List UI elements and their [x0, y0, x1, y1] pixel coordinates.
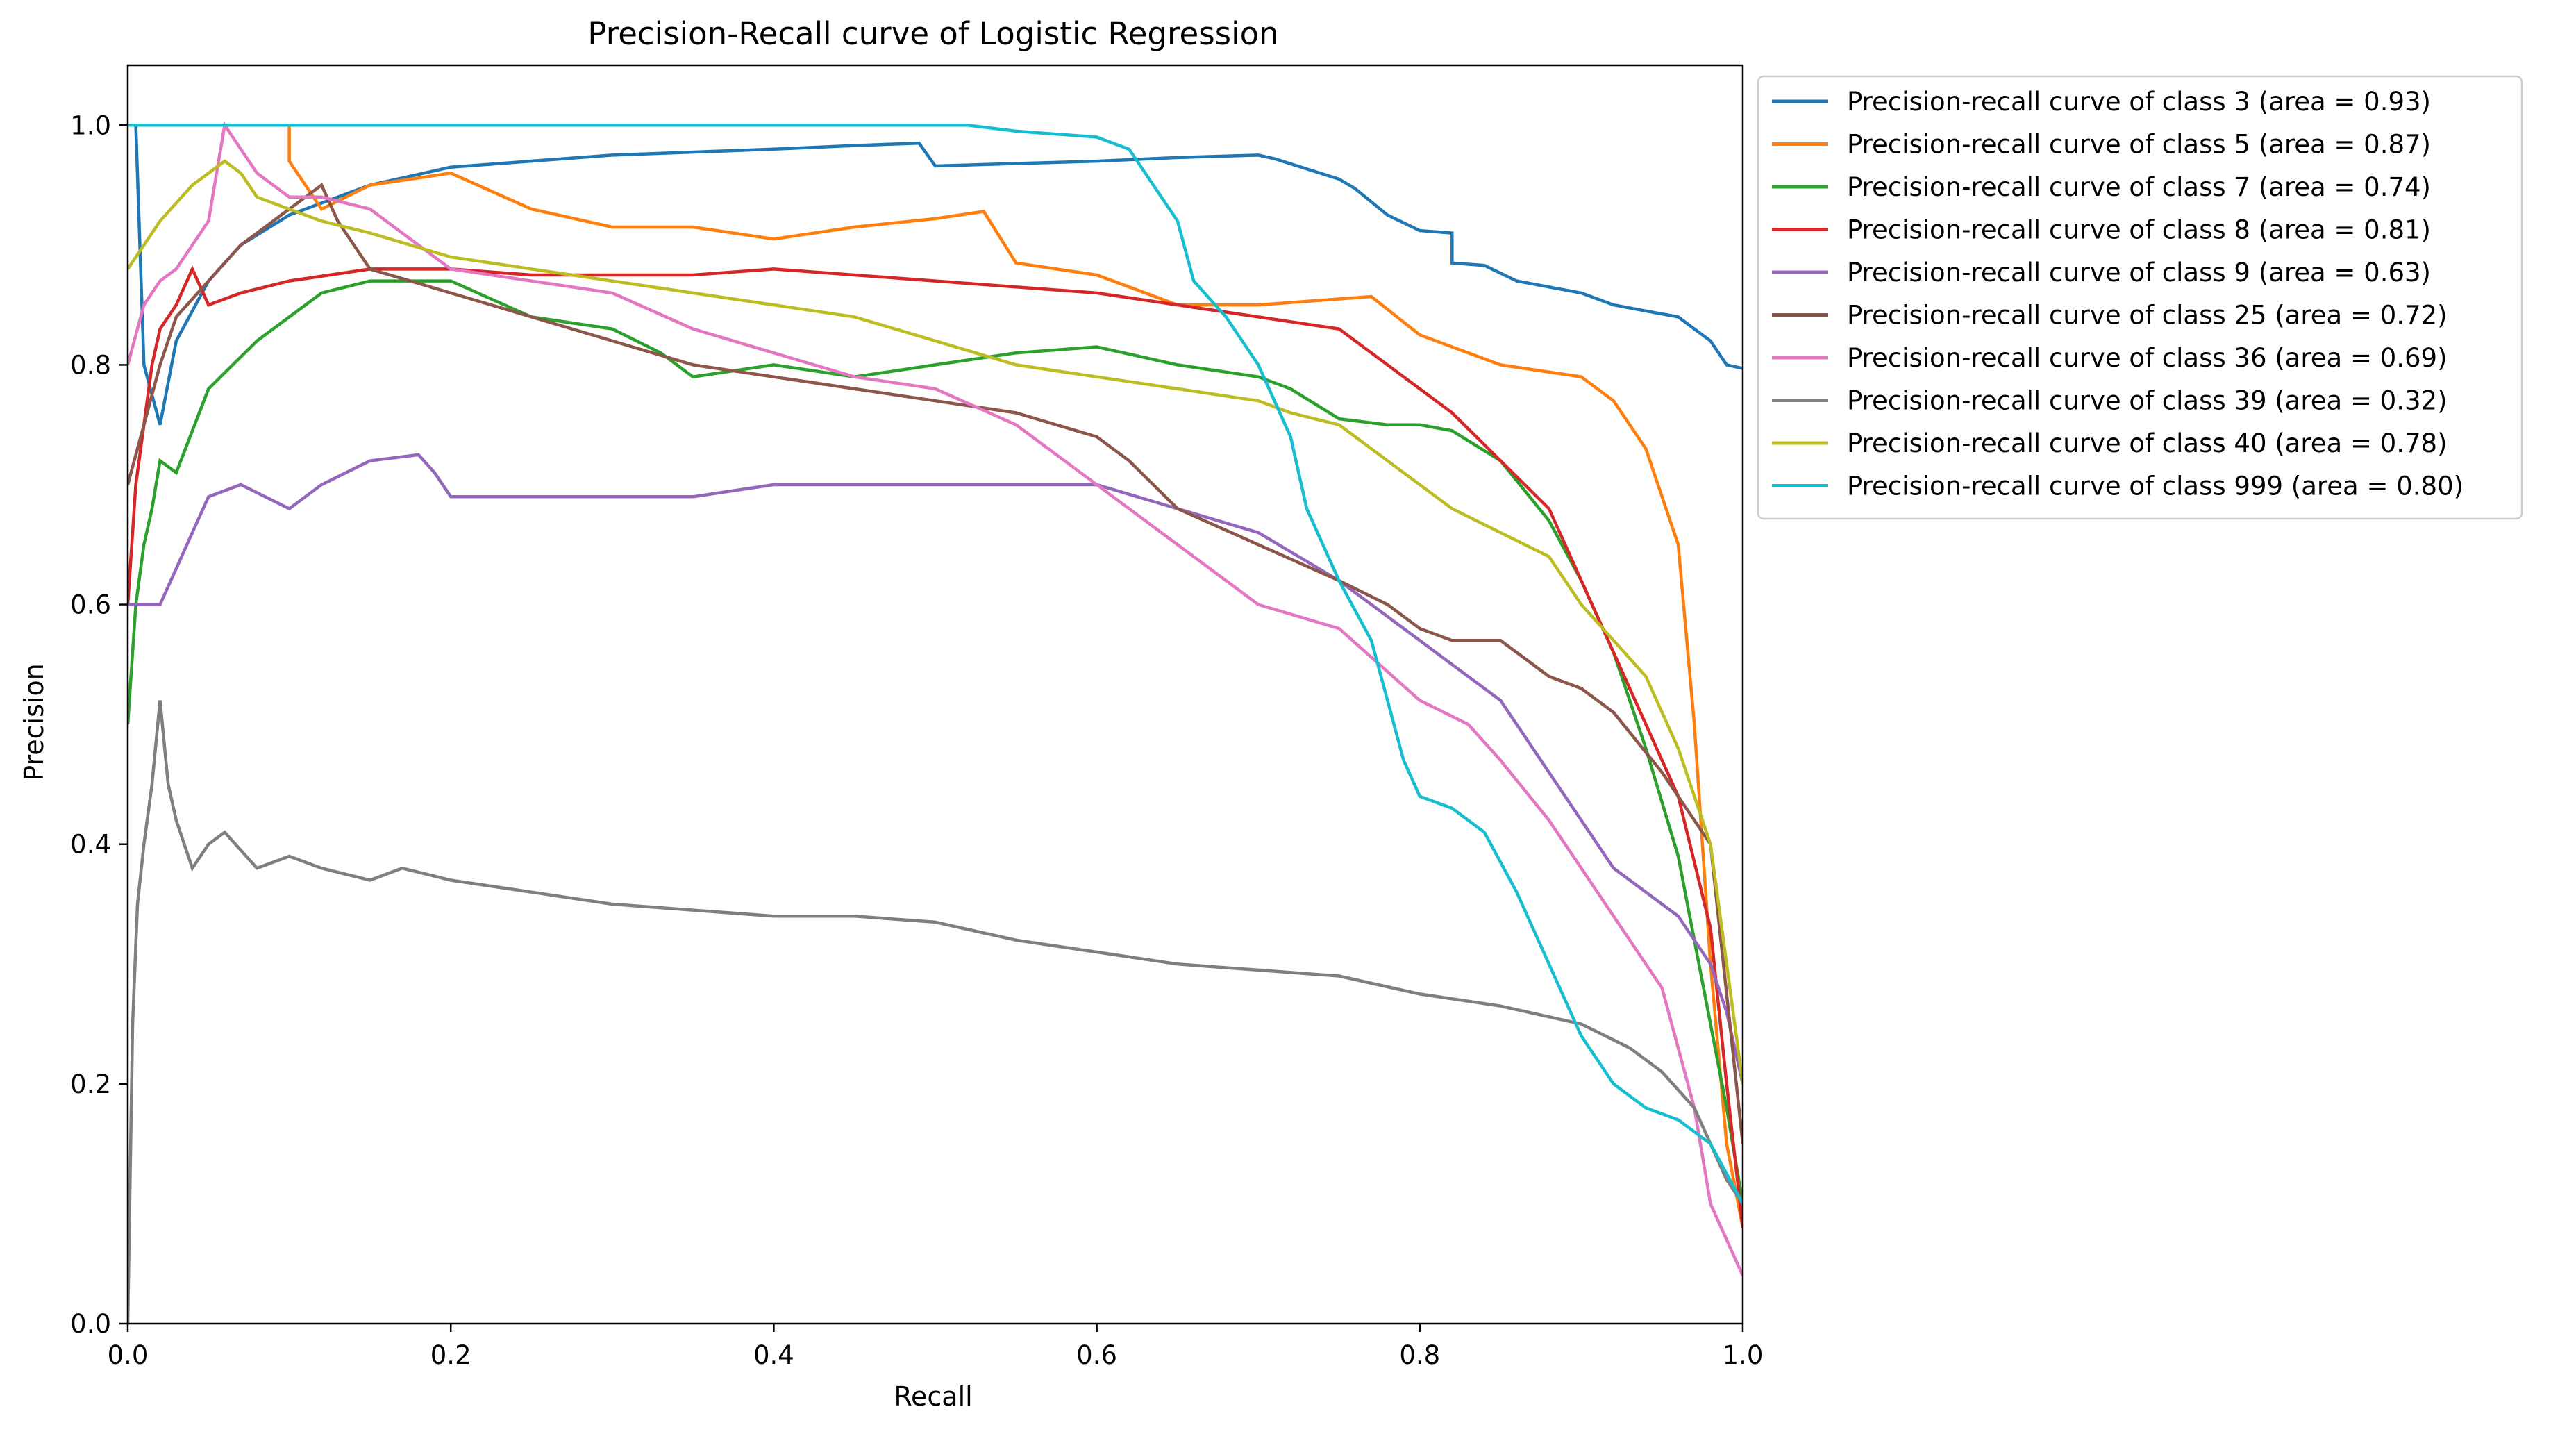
legend-label-8: Precision-recall curve of class 40 (area… [1847, 428, 2448, 458]
x-tick-label-2: 0.4 [753, 1340, 794, 1370]
legend-label-5: Precision-recall curve of class 25 (area… [1847, 301, 2448, 331]
series-curves [128, 121, 1743, 1324]
x-tick-label-5: 1.0 [1723, 1340, 1764, 1370]
axes-frame [126, 64, 1744, 1325]
series-line-5 [128, 183, 1743, 1144]
legend: Precision-recall curve of class 3 (area … [1757, 75, 2523, 520]
y-tick-label-3: 0.6 [70, 590, 111, 620]
series-line-4 [128, 453, 1743, 1085]
legend-label-7: Precision-recall curve of class 39 (area… [1847, 386, 2448, 416]
y-tick-label-2: 0.4 [70, 830, 111, 860]
x-tick-label-4: 0.8 [1399, 1340, 1440, 1370]
plot-area: 0.0 0.2 0.4 0.6 0.8 1.0 0.0 0.2 0.4 0.6 0.8 1.0 [70, 64, 1764, 1370]
x-axis-label: Recall [894, 1381, 972, 1412]
series-line-8 [128, 159, 1743, 1085]
legend-label-0: Precision-recall curve of class 3 (area … [1847, 87, 2431, 117]
x-tick-label-1: 0.2 [430, 1340, 471, 1370]
legend-label-2: Precision-recall curve of class 7 (area … [1847, 172, 2431, 202]
x-tick-label-3: 0.6 [1076, 1340, 1117, 1370]
legend-label-1: Precision-recall curve of class 5 (area … [1847, 130, 2431, 160]
legend-label-3: Precision-recall curve of class 8 (area … [1847, 215, 2431, 245]
series-line-1 [128, 124, 1743, 1228]
legend-label-9: Precision-recall curve of class 999 (are… [1847, 472, 2464, 501]
x-tick-label-0: 0.0 [108, 1340, 149, 1370]
y-tick-label-5: 1.0 [70, 110, 111, 140]
series-line-6 [128, 121, 1743, 1276]
series-line-3 [128, 265, 1743, 1228]
series-line-9 [128, 124, 1743, 1205]
y-tick-label-0: 0.0 [70, 1309, 111, 1339]
legend-label-6: Precision-recall curve of class 36 (area… [1847, 343, 2448, 373]
legend-box [1757, 75, 2523, 520]
y-tick-label-1: 0.2 [70, 1069, 111, 1099]
chart-title: Precision-Recall curve of Logistic Regre… [587, 15, 1278, 52]
series-line-7 [128, 700, 1743, 1324]
y-axis-label: Precision [19, 663, 49, 781]
legend-label-4: Precision-recall curve of class 9 (area … [1847, 258, 2431, 287]
y-tick-label-4: 0.8 [70, 350, 111, 380]
